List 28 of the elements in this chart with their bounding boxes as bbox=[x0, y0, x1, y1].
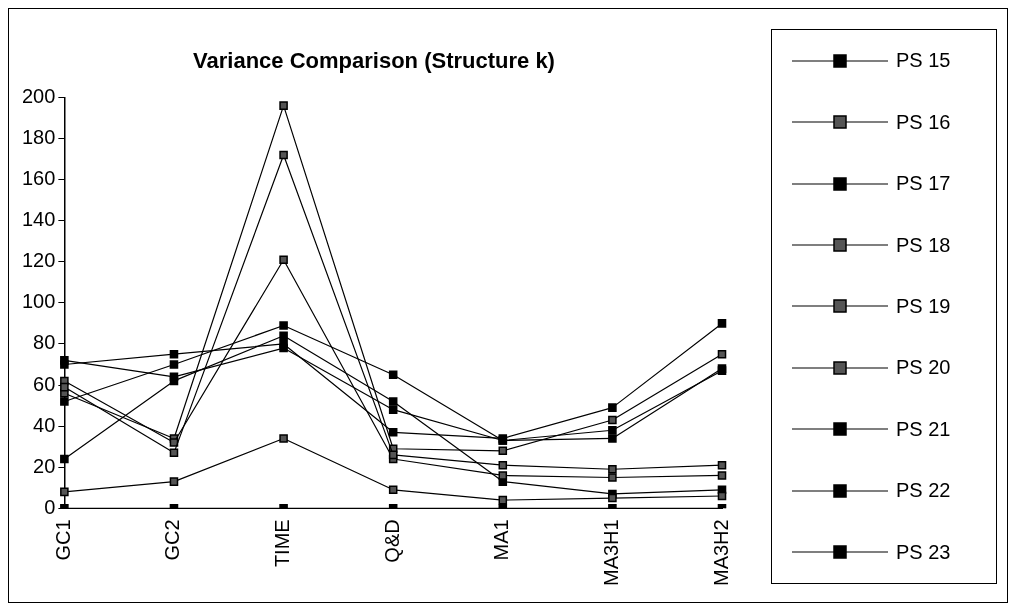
y-tick-label: 120 bbox=[21, 249, 56, 272]
y-tick-label: 180 bbox=[21, 126, 56, 149]
legend-label: PS 22 bbox=[896, 479, 951, 503]
legend-label: PS 16 bbox=[896, 110, 951, 134]
x-tick-label: MA3H2 bbox=[709, 519, 732, 587]
x-tick-label: GC2 bbox=[161, 519, 184, 561]
y-tick-label: 60 bbox=[33, 372, 56, 395]
y-tick-label: 80 bbox=[33, 331, 56, 354]
x-tick-label: Q&D bbox=[380, 519, 403, 563]
legend-label: PS 17 bbox=[896, 172, 951, 196]
y-tick-label: 140 bbox=[21, 208, 56, 231]
legend-label: PS 15 bbox=[896, 49, 951, 73]
y-tick-label: 40 bbox=[33, 413, 56, 436]
legend-label: PS 19 bbox=[896, 294, 951, 318]
x-tick-label: MA1 bbox=[490, 519, 513, 561]
legend-label: PS 23 bbox=[896, 540, 951, 564]
y-tick-label: 0 bbox=[44, 495, 56, 518]
x-tick-label: TIME bbox=[271, 519, 294, 568]
y-tick-label: 20 bbox=[33, 454, 56, 477]
legend-label: PS 21 bbox=[896, 417, 951, 441]
y-tick-label: 100 bbox=[21, 290, 56, 313]
legend-label: PS 18 bbox=[896, 233, 951, 257]
y-tick-label: 200 bbox=[21, 84, 56, 107]
y-tick-label: 160 bbox=[21, 167, 56, 190]
chart-title: Variance Comparison (Structure k) bbox=[193, 48, 555, 74]
legend-label: PS 20 bbox=[896, 356, 951, 380]
x-tick-label: GC1 bbox=[51, 519, 74, 561]
x-tick-label: MA3H1 bbox=[599, 519, 622, 587]
